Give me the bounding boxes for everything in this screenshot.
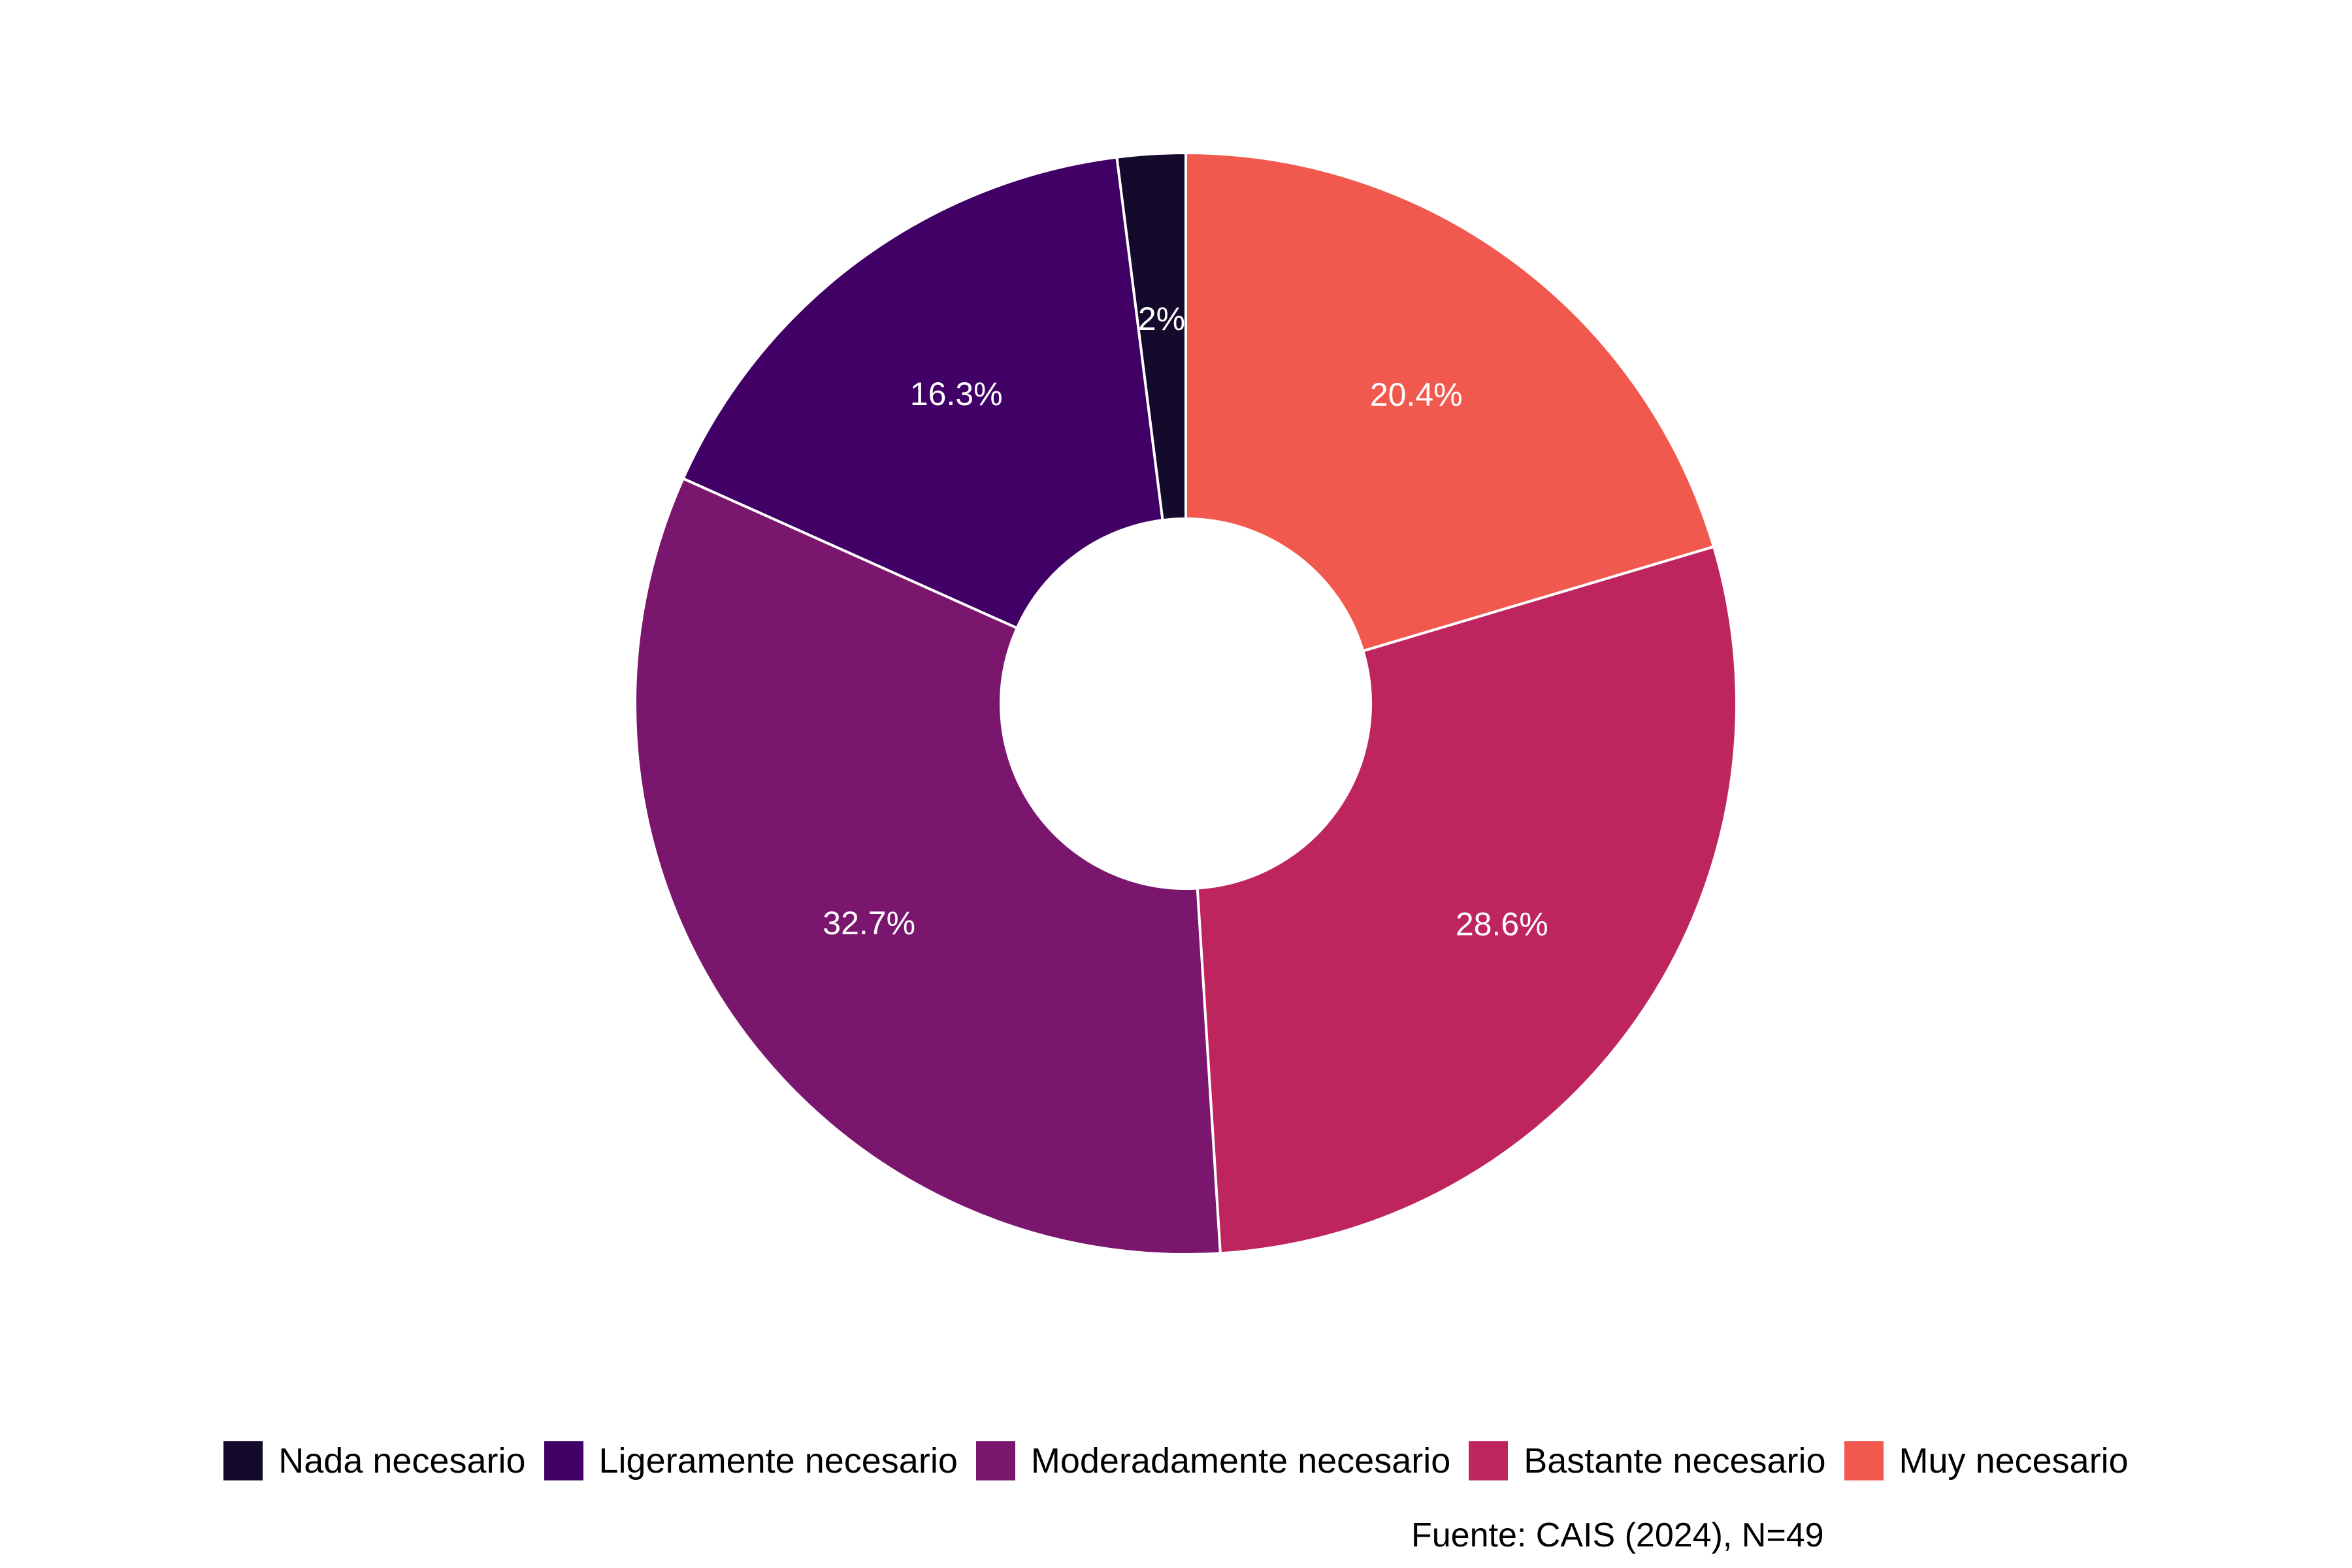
slice-label: 20.4% — [1370, 376, 1463, 413]
legend-label: Bastante necesario — [1524, 1441, 1826, 1480]
legend-label: Muy necesario — [1899, 1441, 2129, 1480]
slice-bastante-necesario — [1196, 545, 1738, 1255]
slice-label: 28.6% — [1456, 906, 1548, 943]
slice-label: 2% — [1138, 301, 1185, 337]
legend-swatch — [1469, 1441, 1509, 1480]
legend-item-moderadamente: Moderadamente necesario — [975, 1441, 1451, 1481]
source-caption: Fuente: CAIS (2024), N=49 — [1411, 1516, 1824, 1554]
legend-swatch — [544, 1441, 583, 1480]
legend-item-nada: Nada necesario — [223, 1441, 526, 1481]
slice-label: 16.3% — [910, 376, 1003, 412]
slice-muy-necesario — [1184, 151, 1716, 653]
legend-swatch — [975, 1441, 1015, 1480]
slice-moderadamente-necesario — [634, 476, 1222, 1256]
legend-item-muy: Muy necesario — [1844, 1441, 2129, 1481]
legend-item-bastante: Bastante necesario — [1469, 1441, 1826, 1481]
legend-item-ligeramente: Ligeramente necesario — [544, 1441, 958, 1481]
slice-ligeramente-necesario — [681, 155, 1164, 630]
slice-label: 32.7% — [823, 905, 915, 941]
legend: Nada necesario Ligeramente necesario Mod… — [0, 1441, 2352, 1481]
legend-swatch — [223, 1441, 263, 1480]
legend-label: Ligeramente necesario — [598, 1441, 958, 1480]
legend-label: Nada necesario — [278, 1441, 526, 1480]
legend-label: Moderadamente necesario — [1030, 1441, 1451, 1480]
legend-swatch — [1844, 1441, 1884, 1480]
